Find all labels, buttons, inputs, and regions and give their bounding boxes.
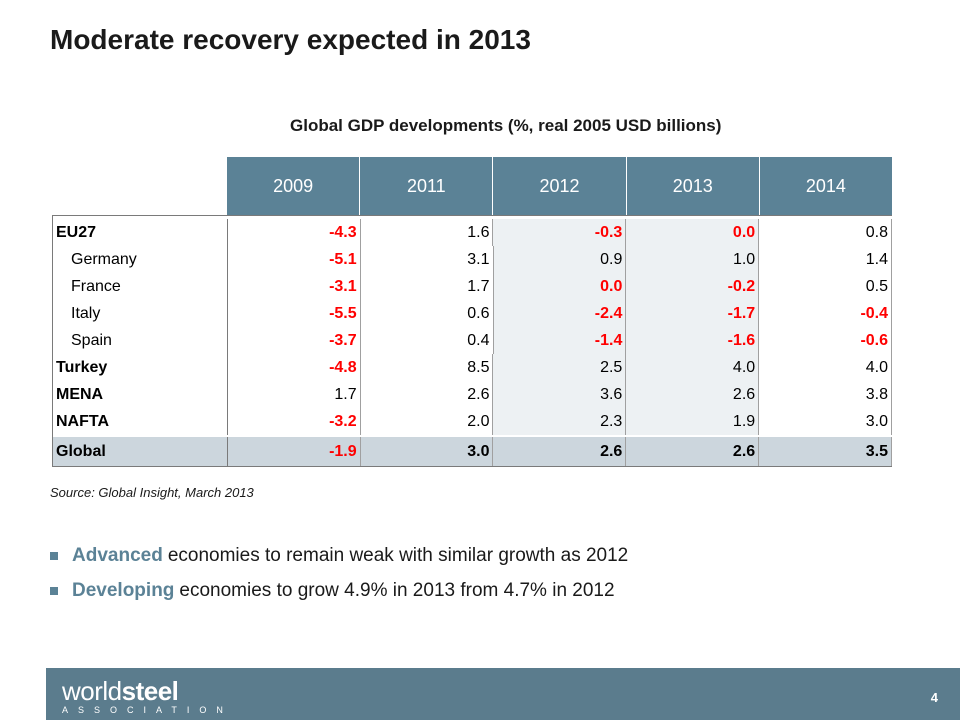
col-header: 2014 xyxy=(758,157,892,215)
table-cell: -5.1 xyxy=(228,246,361,273)
row-label: Italy xyxy=(53,300,228,327)
table-cell: 2.5 xyxy=(493,354,627,381)
table-cell: 4.0 xyxy=(626,354,760,381)
gdp-table: 2009 2011 2012 2013 2014 EU27 -4.3 1.6 -0.3… xyxy=(52,157,893,467)
table-body: EU27 -4.3 1.6 -0.3 0.0 0.8 Germany -5.1 3.1 0.9 1.… xyxy=(52,215,893,467)
table-cell: 3.5 xyxy=(759,437,893,466)
table-cell: 2.0 xyxy=(361,408,494,435)
header-blank xyxy=(52,157,227,215)
table-cell: 4.0 xyxy=(759,354,893,381)
table-cell: -3.7 xyxy=(228,327,361,354)
row-label: France xyxy=(53,273,228,300)
logo-text-light: world xyxy=(62,676,122,706)
col-header: 2012 xyxy=(492,157,625,215)
table-row: EU27 -4.3 1.6 -0.3 0.0 0.8 xyxy=(53,219,893,246)
table-cell: -3.1 xyxy=(228,273,361,300)
row-label: NAFTA xyxy=(53,408,228,435)
bullet-highlight: Advanced xyxy=(72,545,163,566)
table-cell: 3.6 xyxy=(493,381,627,408)
col-header: 2011 xyxy=(359,157,492,215)
header-years: 2009 2011 2012 2013 2014 xyxy=(227,157,892,215)
table-cell: -4.8 xyxy=(228,354,361,381)
table-cell: 1.9 xyxy=(626,408,760,435)
table-cell: -3.2 xyxy=(228,408,361,435)
row-label: Spain xyxy=(53,327,228,354)
table-cell: -5.5 xyxy=(228,300,361,327)
table-cell: 2.6 xyxy=(493,437,627,466)
bullet-square-icon xyxy=(50,552,58,560)
row-label: EU27 xyxy=(53,219,228,246)
col-header: 2013 xyxy=(625,157,759,215)
table-cell: -0.4 xyxy=(759,300,893,327)
page-title: Moderate recovery expected in 2013 xyxy=(50,24,531,55)
table-cell: 3.1 xyxy=(361,246,494,273)
table-cell: -1.6 xyxy=(626,327,760,354)
table-cell: -1.9 xyxy=(228,437,361,466)
page-number: 4 xyxy=(930,690,938,705)
table-cell: -0.6 xyxy=(759,327,893,354)
table-cell: 3.8 xyxy=(759,381,893,408)
source-note: Source: Global Insight, March 2013 xyxy=(50,485,254,500)
worldsteel-logo: worldsteel ASSOCIATION xyxy=(62,676,233,715)
table-cell: 1.4 xyxy=(759,246,893,273)
table-cell: 0.4 xyxy=(361,327,494,354)
col-header: 2009 xyxy=(273,175,314,196)
table-cell: 3.0 xyxy=(759,408,893,435)
bullet-text: economies to remain weak with similar gr… xyxy=(167,545,629,566)
bullet-item: Advanced economies to remain weak with s… xyxy=(50,545,628,567)
table-cell: 8.5 xyxy=(361,354,494,381)
logo-text-bold: steel xyxy=(121,676,179,706)
footer-bar: worldsteel ASSOCIATION 4 xyxy=(46,668,960,720)
table-cell: 2.6 xyxy=(361,381,494,408)
bullet-list: Advanced economies to remain weak with s… xyxy=(50,545,628,615)
table-cell: 0.9 xyxy=(493,246,627,273)
table-cell: -2.4 xyxy=(493,300,627,327)
table-row: MENA 1.7 2.6 3.6 2.6 3.8 xyxy=(53,381,893,408)
row-label: Global xyxy=(53,437,228,466)
bullet-highlight: Developing xyxy=(72,580,175,601)
logo-subtext: ASSOCIATION xyxy=(62,705,233,715)
table-cell: 0.6 xyxy=(361,300,494,327)
table-cell: 0.0 xyxy=(626,219,760,246)
table-row: Global -1.9 3.0 2.6 2.6 3.5 xyxy=(53,437,893,466)
table-cell: 1.7 xyxy=(228,381,361,408)
table-cell: 0.5 xyxy=(759,273,893,300)
bullet-square-icon xyxy=(50,587,58,595)
table-cell: -0.2 xyxy=(626,273,760,300)
table-row: NAFTA -3.2 2.0 2.3 1.9 3.0 xyxy=(53,408,893,435)
table-row: Germany -5.1 3.1 0.9 1.0 1.4 xyxy=(53,246,893,273)
table-row: France -3.1 1.7 0.0 -0.2 0.5 xyxy=(53,273,893,300)
table-header: 2009 2011 2012 2013 2014 xyxy=(52,157,892,215)
table-cell: -0.3 xyxy=(493,219,627,246)
table-cell: 2.6 xyxy=(626,437,760,466)
row-label: Germany xyxy=(53,246,228,273)
table-cell: 1.0 xyxy=(626,246,760,273)
table-cell: 2.3 xyxy=(493,408,627,435)
bullet-item: Developing economies to grow 4.9% in 201… xyxy=(50,580,628,602)
table-cell: 1.6 xyxy=(361,219,494,246)
row-label: Turkey xyxy=(53,354,228,381)
row-label: MENA xyxy=(53,381,228,408)
table-cell: -4.3 xyxy=(228,219,361,246)
table-cell: 2.6 xyxy=(626,381,760,408)
table-cell: -1.4 xyxy=(493,327,627,354)
table-cell: 0.0 xyxy=(493,273,627,300)
table-title: Global GDP developments (%, real 2005 US… xyxy=(290,116,722,135)
table-row: Turkey -4.8 8.5 2.5 4.0 4.0 xyxy=(53,354,893,381)
table-row: Italy -5.5 0.6 -2.4 -1.7 -0.4 xyxy=(53,300,893,327)
table-cell: 1.7 xyxy=(361,273,494,300)
table-cell: 0.8 xyxy=(759,219,893,246)
table-row: Spain -3.7 0.4 -1.4 -1.6 -0.6 xyxy=(53,327,893,354)
table-cell: 3.0 xyxy=(361,437,494,466)
table-cell: -1.7 xyxy=(626,300,760,327)
bullet-text: economies to grow 4.9% in 2013 from 4.7%… xyxy=(179,580,615,601)
